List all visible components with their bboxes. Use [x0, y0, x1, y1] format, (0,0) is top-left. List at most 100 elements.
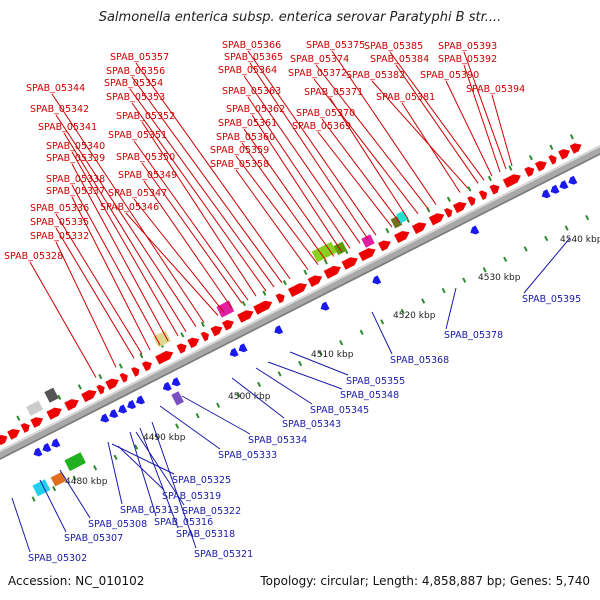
forward-gene-arrow-shape — [452, 201, 467, 214]
forward-gene-arrow — [176, 343, 187, 354]
forward-label-leader — [241, 142, 327, 261]
inner-tick-mark — [359, 329, 364, 335]
forward-gene-label: SPAB_05369 — [292, 121, 351, 132]
reverse-label-leader — [135, 431, 185, 506]
reverse-gene-label: SPAB_05318 — [176, 529, 235, 540]
forward-gene-label: SPAB_05374 — [290, 54, 349, 65]
reverse-gene-label: SPAB_05334 — [248, 435, 307, 446]
inner-tick-mark — [195, 412, 200, 419]
forward-gene-label: SPAB_05365 — [224, 52, 283, 63]
forward-label-leader — [133, 198, 225, 313]
cyan-feature — [395, 210, 408, 224]
olive-feature-rect — [390, 215, 403, 229]
kbp-tick-label: 4520 kbp — [393, 311, 436, 321]
reverse-label-leader — [255, 367, 313, 405]
inner-tick-mark — [339, 340, 344, 346]
forward-gene-label: SPAB_05393 — [438, 41, 497, 52]
reverse-label-leader — [267, 361, 343, 390]
forward-gene-arrow — [288, 283, 308, 297]
forward-label-leader — [243, 75, 361, 244]
forward-gene-arrow — [141, 361, 152, 372]
forward-gene-arrow — [307, 275, 323, 288]
reverse-gene-arrow-shape — [100, 413, 110, 423]
forward-gene-arrow-shape — [64, 399, 79, 411]
forward-gene-arrow-shape — [141, 361, 152, 372]
reverse-gene-arrow — [33, 447, 43, 457]
forward-label-leader — [445, 80, 493, 177]
reverse-label-leader — [139, 427, 179, 529]
reverse-gene-label: SPAB_05308 — [88, 519, 147, 530]
reverse-gene-arrow — [136, 395, 145, 405]
forward-gene-arrow — [569, 143, 582, 154]
tan-feature — [153, 330, 171, 348]
reverse-gene-arrow-shape — [51, 438, 61, 448]
forward-gene-arrow — [105, 378, 119, 390]
inner-tick-mark — [482, 267, 487, 273]
forward-gene-arrow — [358, 248, 376, 262]
forward-gene-label: SPAB_05385 — [364, 41, 423, 52]
backbone-shadow — [0, 153, 600, 460]
forward-gene-arrow — [187, 337, 200, 349]
forward-gene-arrow-shape — [558, 149, 570, 160]
forward-gene-label: SPAB_05361 — [218, 118, 277, 129]
outer-tick-mark — [282, 280, 287, 286]
forward-gene-arrow-shape — [307, 275, 323, 288]
forward-gene-label: SPAB_05335 — [30, 217, 89, 228]
forward-gene-label: SPAB_05362 — [226, 104, 285, 115]
forward-gene-label: SPAB_05342 — [30, 104, 89, 115]
forward-gene-label: SPAB_05340 — [46, 141, 105, 152]
forward-gene-arrow — [155, 351, 174, 365]
forward-label-leader — [251, 114, 343, 253]
forward-gene-arrow-shape — [444, 208, 453, 218]
reverse-gene-arrow — [100, 413, 110, 423]
forward-gene-label: SPAB_05392 — [438, 54, 497, 65]
reverse-gene-arrow-shape — [42, 443, 52, 452]
reverse-gene-arrow — [541, 189, 551, 199]
inner-tick-mark — [93, 465, 98, 471]
dark-feature-rect — [44, 387, 59, 403]
forward-gene-label: SPAB_05394 — [466, 84, 525, 95]
map-title: Salmonella enterica subsp. enterica sero… — [98, 10, 502, 25]
reverse-gene-arrow — [51, 438, 61, 448]
outer-tick-mark — [98, 373, 103, 380]
forward-label-leader — [329, 97, 409, 220]
inner-tick-mark — [31, 496, 36, 502]
forward-gene-label: SPAB_05359 — [210, 145, 269, 156]
genome-summary-text: Topology: circular; Length: 4,858,887 bp… — [260, 574, 590, 588]
inner-tick-mark — [175, 423, 180, 429]
green-feature-rect — [333, 241, 348, 256]
forward-label-leader — [143, 180, 233, 309]
forward-gene-arrow-shape — [394, 230, 410, 244]
forward-gene-label: SPAB_05364 — [218, 65, 277, 76]
inner-tick-mark — [421, 298, 426, 304]
accession-text: Accession: NC_010102 — [8, 574, 145, 588]
forward-gene-label: SPAB_05336 — [30, 203, 89, 214]
reverse-gene-label: SPAB_05321 — [194, 549, 253, 560]
reverse-label-leader — [151, 421, 197, 549]
forward-gene-label: SPAB_05354 — [104, 78, 163, 89]
inner-tick-mark — [277, 371, 282, 377]
kbp-labels-group: 4480 kbp 4490 kbp 4500 kbp 4510 kbp 4520 kbp… — [65, 235, 600, 487]
reverse-gene-label: SPAB_05368 — [390, 355, 449, 366]
forward-gene-arrow-shape — [275, 293, 285, 304]
dark-feature — [44, 387, 59, 403]
forward-label-leader — [321, 118, 401, 224]
reverse-gene-arrow-shape — [320, 301, 330, 311]
forward-label-leader — [141, 121, 257, 297]
forward-label-leader — [235, 169, 309, 271]
forward-gene-arrow — [222, 319, 234, 331]
reverse-gene-arrow — [118, 404, 128, 414]
forward-label-leader — [371, 80, 469, 189]
other-features-group — [26, 210, 408, 497]
forward-gene-arrow-shape — [428, 213, 445, 226]
forward-label-leader — [55, 227, 135, 359]
forward-label-leader — [135, 62, 291, 280]
reverse-gene-arrow — [127, 400, 137, 409]
backbone-band — [0, 144, 600, 461]
forward-gene-arrow — [524, 166, 535, 177]
forward-gene-arrow-shape — [478, 190, 488, 201]
forward-gene-arrow — [200, 331, 209, 342]
reverse-gene-arrow — [171, 377, 181, 387]
forward-gene-arrow — [411, 222, 427, 234]
